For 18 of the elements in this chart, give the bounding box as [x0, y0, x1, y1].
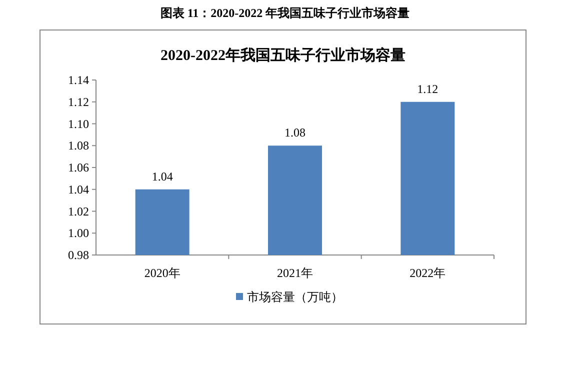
x-tick-label: 2022年 — [410, 266, 446, 280]
y-tick-label: 1.12 — [68, 94, 89, 109]
data-label: 1.04 — [152, 169, 173, 184]
legend-label: 市场容量（万吨） — [247, 290, 343, 304]
y-tick-label: 1.08 — [68, 138, 89, 153]
y-tick-label: 1.10 — [68, 116, 89, 131]
y-tick-label: 1.02 — [68, 204, 89, 218]
y-tick-label: 1.14 — [68, 73, 89, 87]
y-tick-label: 0.98 — [68, 248, 89, 262]
y-tick-label: 1.04 — [68, 182, 89, 196]
data-label: 1.12 — [417, 82, 438, 96]
x-tick-label: 2020年 — [144, 266, 180, 280]
x-tick-label: 2021年 — [277, 266, 313, 280]
chart-title: 2020-2022年我国五味子行业市场容量 — [160, 46, 406, 64]
data-label: 1.08 — [284, 126, 306, 140]
y-tick-label: 1.06 — [68, 160, 89, 174]
y-tick-label: 1.00 — [68, 226, 89, 240]
text: 图表 11：2020-2022 年我国五味子行业市场容量 — [160, 6, 410, 20]
